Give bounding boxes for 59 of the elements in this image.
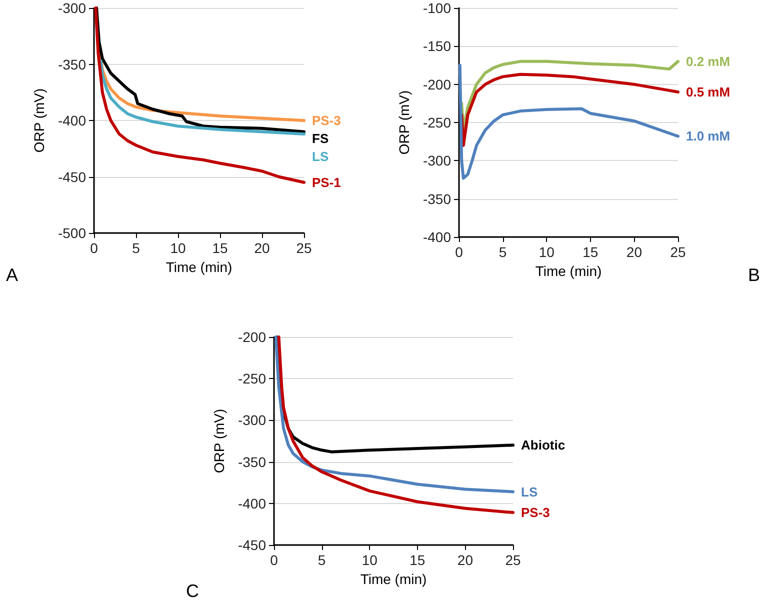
y-tick-label: -400 <box>422 229 452 245</box>
series-label: FS <box>312 131 329 146</box>
y-axis-title: ORP (mV) <box>31 88 47 153</box>
text: B <box>748 265 760 285</box>
line-series <box>460 72 680 147</box>
x-tick-label: 20 <box>457 552 474 568</box>
x-tick-label: 10 <box>362 552 378 568</box>
y-tick-label: -350 <box>422 190 452 207</box>
y-tick-label: -150 <box>422 38 452 54</box>
x-axis-title: Time (min) <box>535 262 602 279</box>
y-tick-label: -300 <box>238 412 266 428</box>
x-tick-label: 5 <box>318 552 326 568</box>
x-tick-label: 5 <box>498 244 507 260</box>
series-label: Abiotic <box>521 438 566 453</box>
x-tick-label: 20 <box>254 240 270 256</box>
y-tick-label: -400 <box>238 495 266 512</box>
y-tick-label: -250 <box>422 114 452 130</box>
x-tick-label: 0 <box>455 244 464 260</box>
series-label: PS-1 <box>312 174 341 190</box>
x-tick-label: 20 <box>626 244 642 260</box>
text: C <box>186 581 199 601</box>
line-series <box>458 64 680 180</box>
y-tick-label: -350 <box>58 56 86 72</box>
y-tick-label: -400 <box>58 112 86 128</box>
x-tick-label: 5 <box>132 240 140 256</box>
y-tick-label: -350 <box>238 454 266 470</box>
x-tick-label: 25 <box>505 552 521 568</box>
y-tick-label: -300 <box>422 152 452 169</box>
x-axis-title: Time (min) <box>360 570 427 587</box>
y-tick-label: -500 <box>58 225 86 241</box>
line-series <box>99 59 306 136</box>
series-label: PS-3 <box>521 505 550 520</box>
y-tick-label: -200 <box>238 329 266 345</box>
x-tick-label: 10 <box>538 244 555 260</box>
x-tick-label: 25 <box>670 244 686 260</box>
series-label: 0.2 mM <box>686 54 730 69</box>
line-series <box>94 6 306 184</box>
x-tick-label: 0 <box>270 552 278 568</box>
y-axis-title: ORP (mV) <box>211 408 227 474</box>
y-tick-label: -450 <box>238 537 266 553</box>
series-label: 1.0 mM <box>686 128 730 144</box>
series-label: PS-3 <box>312 113 341 128</box>
y-tick-label: -250 <box>238 370 266 387</box>
x-axis-title: Time (min) <box>166 258 232 275</box>
y-tick-label: -100 <box>422 0 452 16</box>
x-tick-label: 15 <box>212 240 228 256</box>
series-label: 0.5 mM <box>686 84 730 100</box>
x-tick-label: 10 <box>170 240 186 256</box>
y-tick-label: -200 <box>422 76 452 92</box>
x-tick-label: 25 <box>296 240 312 256</box>
x-tick-label: 0 <box>90 240 98 256</box>
series-label: LS <box>521 484 538 500</box>
y-tick-label: -450 <box>58 168 86 185</box>
x-tick-label: 15 <box>582 244 598 260</box>
y-axis-title: ORP (mV) <box>396 90 412 155</box>
x-tick-label: 15 <box>410 552 426 568</box>
y-tick-label: -300 <box>58 0 86 16</box>
text: A <box>6 265 18 285</box>
series-label: LS <box>312 149 329 164</box>
